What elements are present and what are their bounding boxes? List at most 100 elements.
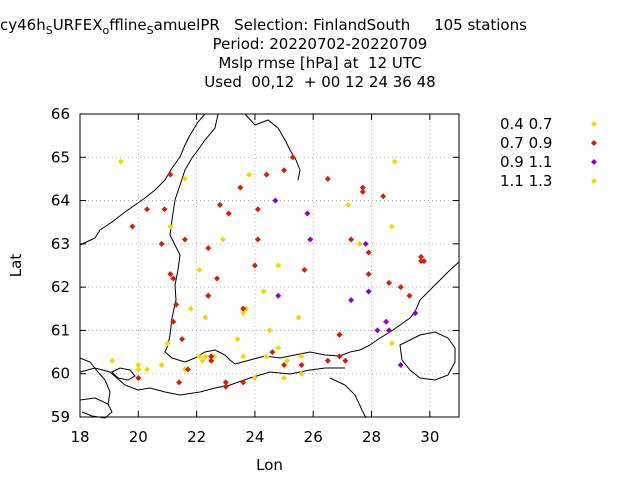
data-point-series-1 [263,171,270,178]
data-point-series-1 [269,349,276,356]
chart-title-used: Used 00,12 + 00 12 24 36 48 [204,73,436,91]
y-tick-label: 66 [51,105,70,123]
data-point-series-0 [181,175,188,182]
data-point-series-1 [324,175,331,182]
data-point-series-1 [359,184,366,191]
data-point-series-0 [246,171,253,178]
data-point-series-1 [386,279,393,286]
legend-marker [591,140,597,146]
y-tick-label: 59 [51,408,70,426]
coastline-sweden [79,113,206,246]
axis-ticks: 18 20 22 24 26 28 30 59 60 61 62 63 64 65 66 [51,105,459,446]
y-tick-label: 62 [51,278,70,296]
data-point-series-0 [144,366,151,373]
data-point-series-0 [275,262,282,269]
data-point-series-1 [167,271,174,278]
y-tick-label: 61 [51,321,70,339]
title-selection: Selection: FinlandSouth 105 stations [219,16,527,34]
legend-marker [591,159,597,165]
data-point-series-0 [196,266,203,273]
data-point-series-1 [289,154,296,161]
y-tick-label: 60 [51,365,70,383]
x-tick-label: 24 [245,428,264,446]
legend-label: 0.9 1.1 [500,153,552,171]
data-point-series-1 [348,236,355,243]
title-sub-1: S [45,24,53,37]
data-point-series-1 [365,249,372,256]
data-point-series-2 [397,362,404,369]
data-point-series-2 [275,292,282,299]
data-point-series-1 [254,236,261,243]
data-point-series-0 [240,310,247,317]
islands-aland [111,367,136,381]
legend-label: 0.4 0.7 [500,115,552,133]
data-point-series-0 [356,240,363,247]
data-point-series-0 [117,158,124,165]
data-point-series-0 [388,340,395,347]
x-tick-label: 28 [362,428,381,446]
chart-title-period: Period: 20220702-20220709 [212,35,428,53]
data-point-series-0 [202,353,209,360]
data-point-series-0 [202,314,209,321]
data-point-series-0 [391,158,398,165]
data-point-series-1 [181,236,188,243]
coastline-finland-west [164,113,236,365]
data-point-series-0 [260,288,267,295]
coastline-map [79,113,460,419]
data-point-series-2 [365,288,372,295]
data-point-series-1 [214,275,221,282]
data-point-series-1 [135,375,142,382]
data-point-series-1 [170,275,177,282]
data-point-series-0 [298,353,305,360]
x-tick-label: 20 [129,428,148,446]
data-point-series-1 [184,366,191,373]
data-point-series-1 [167,171,174,178]
x-axis-label: Lon [256,456,283,474]
data-point-series-1 [324,357,331,364]
data-point-series-1 [301,266,308,273]
data-point-series-1 [281,362,288,369]
data-point-series-0 [187,305,194,312]
title-mid-1: URFEX [52,16,103,34]
data-point-series-1 [225,210,232,217]
data-point-series-0 [295,314,302,321]
legend-marker [591,178,597,184]
data-point-series-2 [374,327,381,334]
coastline-north [244,113,301,181]
chart-title-variable: Mslp rmse [hPa] at 12 UTC [218,54,422,72]
chart-title-block: Period: 20220702-20220709 Mslp rmse [hPa… [0,16,640,92]
y-tick-label: 65 [51,148,70,166]
data-point-series-1 [222,383,229,390]
title-sub-3: S [146,24,154,37]
grid-lines [79,113,459,418]
data-point-series-1 [336,331,343,338]
coastline-finland-south [234,351,351,365]
data-point-series-0 [251,375,258,382]
data-point-series-0 [158,362,165,369]
data-point-series-1 [208,353,215,360]
title-sub-2: o [102,24,110,37]
data-point-series-0 [263,353,270,360]
data-point-series-0 [283,357,290,364]
data-point-series-0 [240,353,247,360]
data-point-series-2 [304,210,311,217]
data-point-series-0 [298,370,305,377]
data-point-series-0 [135,362,142,369]
x-tick-label: 26 [304,428,323,446]
data-point-series-0 [266,327,273,334]
y-tick-label: 64 [51,192,70,210]
data-point-series-1 [179,336,186,343]
data-point-series-1 [144,206,151,213]
data-point-series-1 [173,301,180,308]
data-points [109,154,428,390]
data-point-series-1 [176,379,183,386]
x-tick-label: 18 [70,428,89,446]
coastline-estonia [79,367,345,396]
border-russia [349,261,460,353]
data-point-series-1 [342,357,349,364]
data-point-series-1 [336,353,343,360]
data-point-series-2 [383,318,390,325]
data-point-series-1 [237,184,244,191]
y-axis-label: Lat [7,254,25,278]
